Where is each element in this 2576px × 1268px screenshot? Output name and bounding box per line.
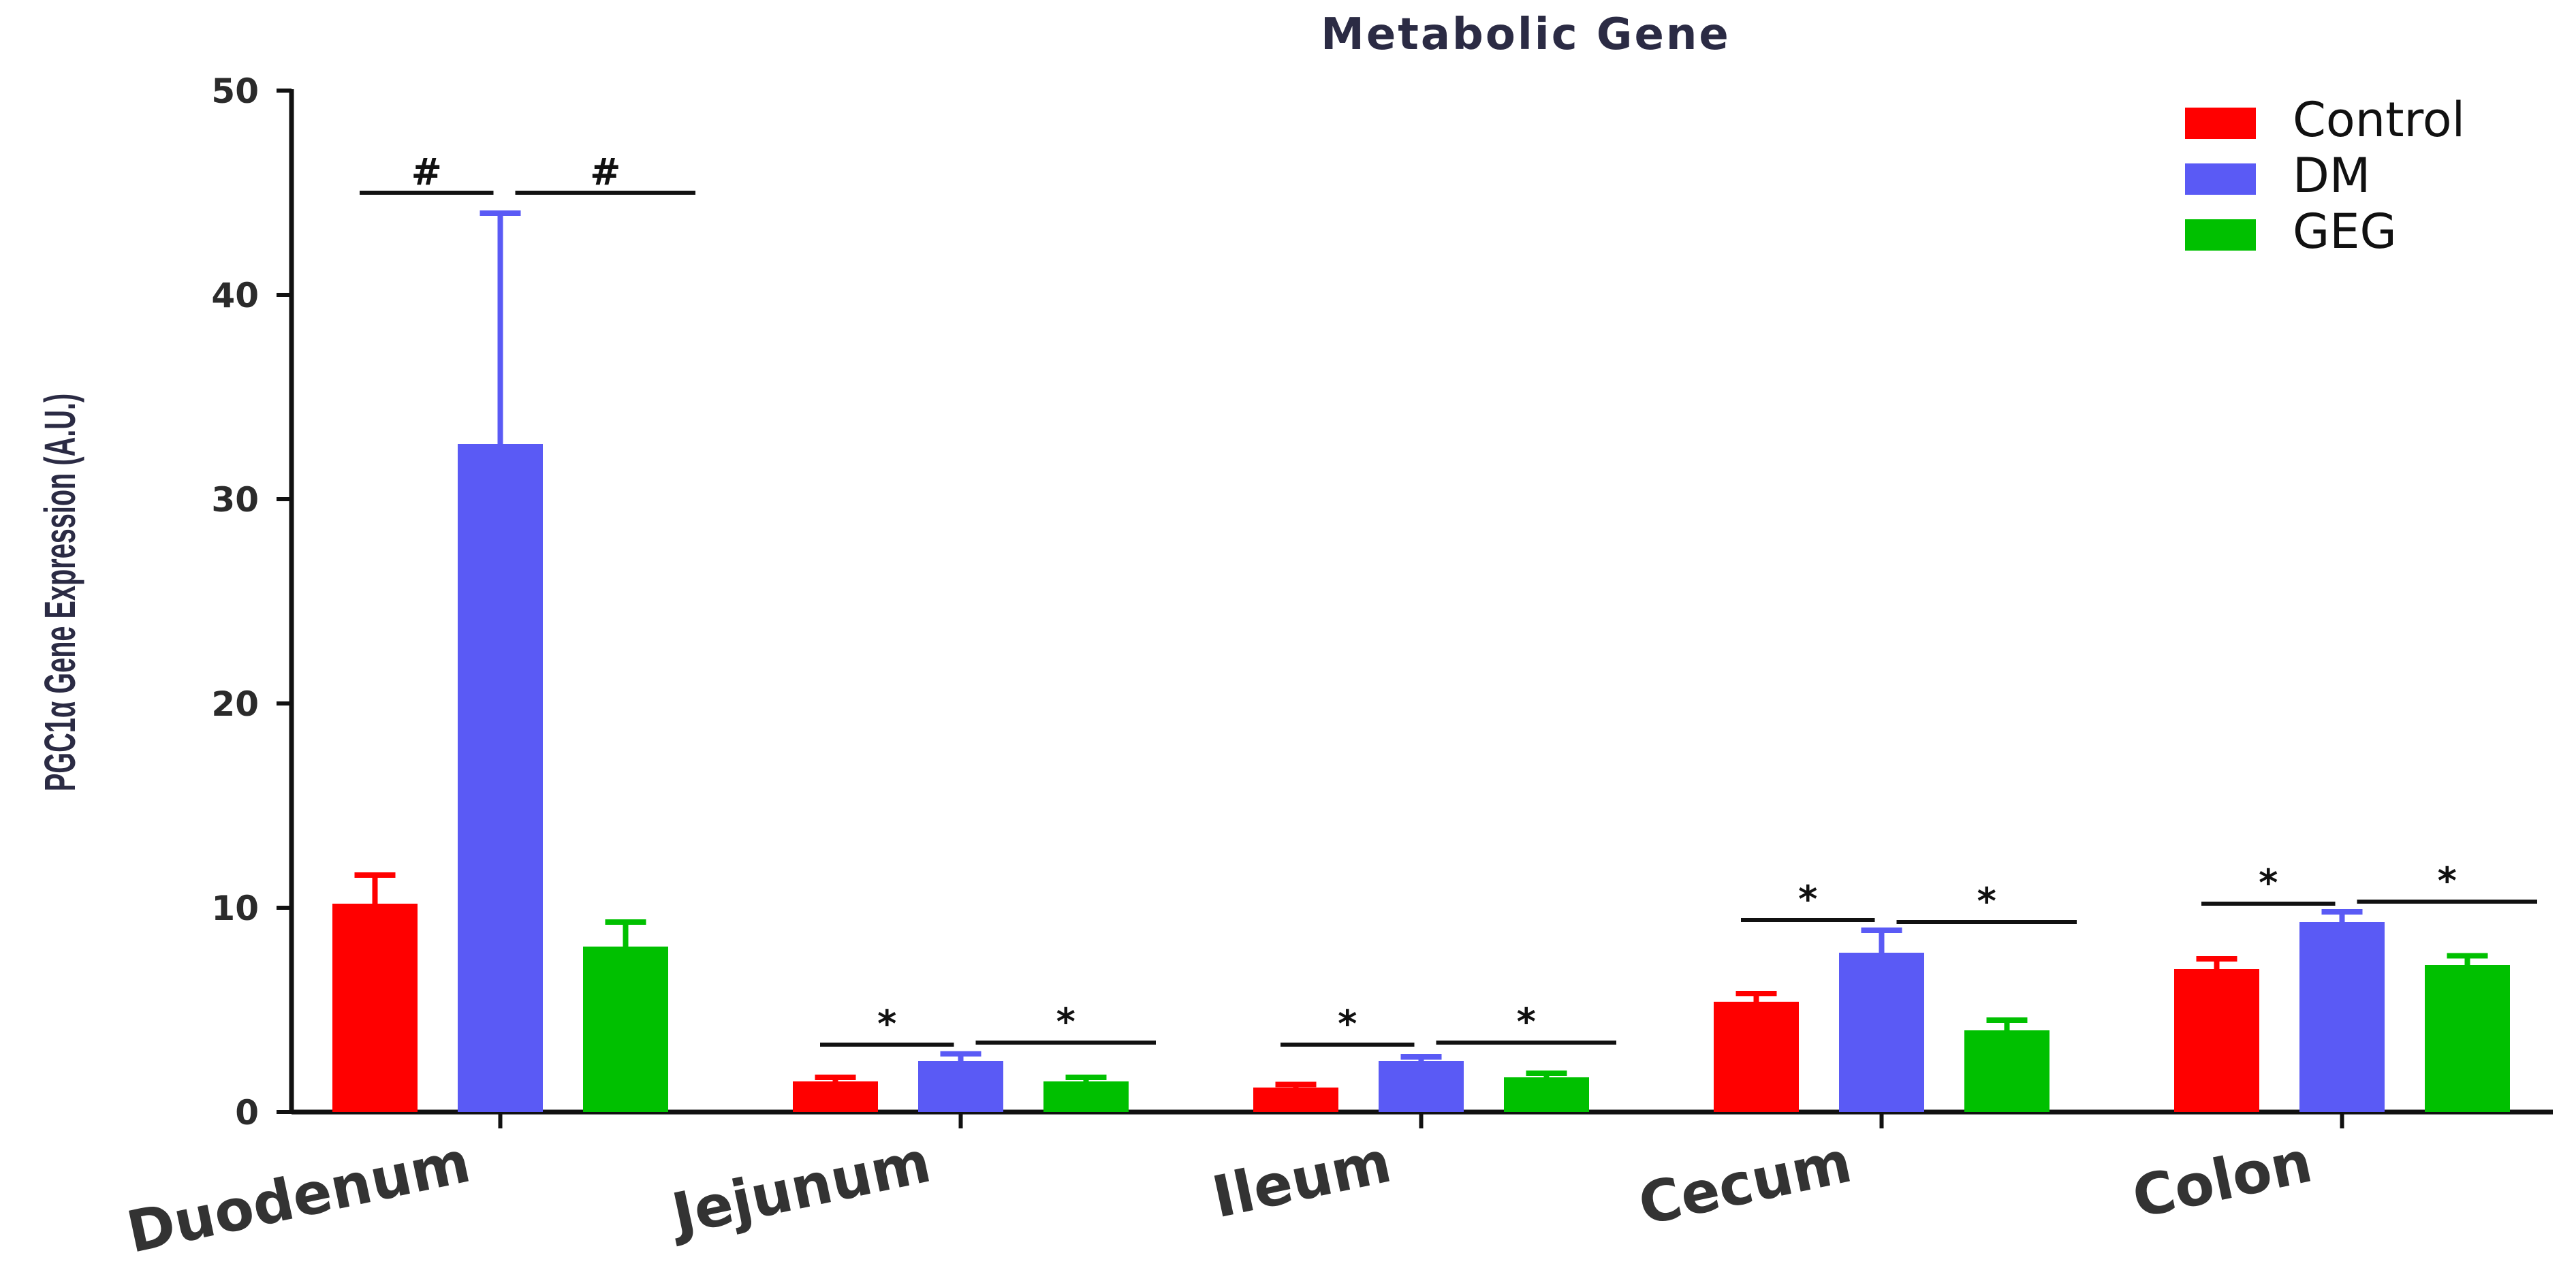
bar	[2425, 965, 2510, 1112]
error-bars	[354, 210, 2488, 1088]
significance-symbol: #	[411, 150, 442, 193]
bar	[1839, 953, 1924, 1112]
significance-markers: # # * * * * * * * *	[360, 150, 2537, 1047]
bars	[332, 444, 2510, 1112]
bar	[1714, 1002, 1799, 1112]
significance-symbol: *	[1056, 1000, 1075, 1043]
legend-label: Control	[2293, 92, 2465, 148]
y-tick-label: 30	[211, 480, 259, 520]
legend-swatch	[2185, 219, 2256, 251]
y-axis-label: PGC1α Gene Expression (A.U.)	[37, 394, 85, 791]
legend-swatch	[2185, 163, 2256, 195]
bar	[793, 1081, 878, 1112]
bar	[583, 947, 668, 1112]
significance-symbol: *	[2259, 861, 2278, 904]
x-tick-label: Ileum	[1207, 1128, 1397, 1231]
legend-label: GEG	[2293, 204, 2397, 259]
significance-symbol: *	[2438, 859, 2457, 902]
bar	[332, 904, 418, 1112]
x-tick-label: Jejunum	[663, 1128, 937, 1249]
y-tick-label: 40	[211, 276, 259, 315]
significance-symbol: *	[1798, 878, 1817, 921]
x-tick-label: Duodenum	[121, 1128, 476, 1266]
legend-label: DM	[2293, 148, 2370, 204]
y-tick-label: 20	[211, 684, 259, 724]
significance-symbol: *	[1338, 1002, 1357, 1045]
x-axis: Duodenum Jejunum Ileum Cecum Colon	[121, 1109, 2553, 1266]
significance-symbol: *	[1517, 1000, 1536, 1043]
bar	[1043, 1081, 1129, 1112]
bar	[1964, 1030, 2049, 1112]
bar	[1504, 1077, 1589, 1112]
significance-symbol: *	[877, 1002, 896, 1045]
bar	[1253, 1088, 1338, 1112]
x-tick-label: Colon	[2126, 1128, 2317, 1231]
y-axis: 0 10 20 30 40 50	[211, 72, 294, 1132]
y-tick-label: 0	[235, 1093, 259, 1132]
bar	[1379, 1061, 1464, 1112]
bar	[458, 444, 543, 1112]
chart-title: Metabolic Gene	[1321, 10, 1731, 60]
bar	[2299, 922, 2385, 1112]
y-tick-label: 50	[211, 72, 259, 111]
x-tick-label: Cecum	[1633, 1128, 1857, 1239]
y-tick-label: 10	[211, 889, 259, 928]
bar	[918, 1061, 1003, 1112]
significance-symbol: *	[1977, 880, 1996, 923]
significance-symbol: #	[590, 150, 621, 193]
legend-swatch	[2185, 108, 2256, 139]
bar	[2174, 969, 2259, 1112]
